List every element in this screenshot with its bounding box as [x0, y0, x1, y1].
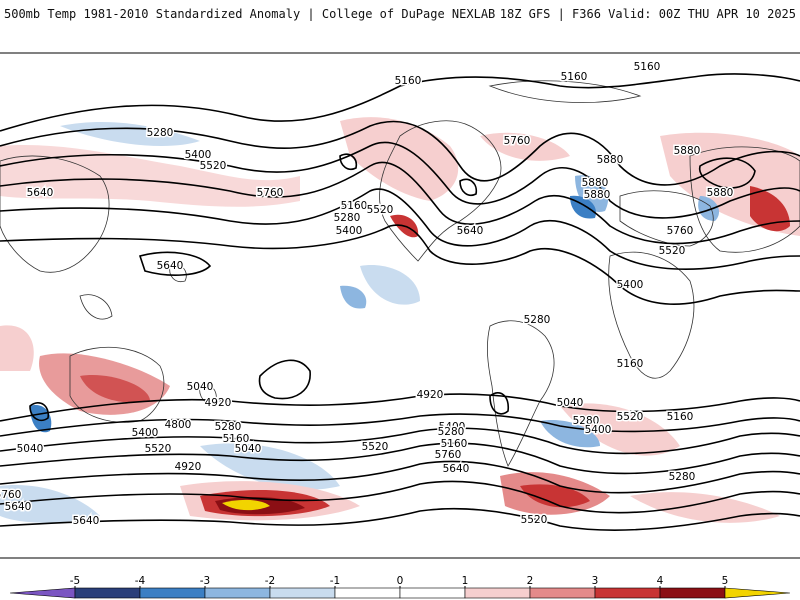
weather-map: 5160 5160 5160 5280 5400 5520 5640 5760 5160 5280…	[0, 26, 800, 559]
colorbar-tick-label: -2	[265, 575, 275, 587]
colorbar-tick-label: -3	[200, 575, 210, 587]
contour-label: 5040	[557, 397, 584, 409]
height-contours	[0, 73, 800, 531]
contour-label: 4920	[175, 461, 202, 473]
colorbar-tick-label: 2	[527, 575, 534, 587]
contour-label: 5400	[439, 421, 466, 433]
contour-label: 5640	[27, 187, 54, 199]
colorbar-tick-label: 3	[592, 575, 599, 587]
contour-label: 5160	[561, 71, 588, 83]
contour-label: 5640	[457, 225, 484, 237]
contour-label: 5280	[334, 212, 361, 224]
contour-label: 5280	[147, 127, 174, 139]
colorbar-segment	[334, 587, 401, 599]
contour-label: 5880	[597, 154, 624, 166]
colorbar-segment	[139, 587, 206, 599]
contour-label: 5400	[132, 427, 159, 439]
colorbar-tick-label: -1	[330, 575, 340, 587]
contour-label: 5760	[667, 225, 694, 237]
colorbar-segment	[204, 587, 271, 599]
contour-label: 5640	[5, 501, 32, 513]
contour-label: 5280	[438, 426, 465, 438]
contour-label: 5520	[200, 160, 227, 172]
contour-label: 5640	[157, 260, 184, 272]
coastlines	[0, 80, 800, 467]
contour-label: 5280	[573, 415, 600, 427]
anomaly-colorbar: -5 -4 -3 -2 -1 0 1 2 3 4 5	[0, 572, 800, 600]
colorbar-segment	[9, 587, 76, 599]
contour-label: 4800	[165, 419, 192, 431]
colorbar-segment	[74, 587, 141, 599]
contour-label: 5160	[667, 411, 694, 423]
colorbar-segment	[399, 587, 466, 599]
contour-label: 5160	[617, 358, 644, 370]
colorbar-segment	[724, 587, 791, 599]
contour-label: 5880	[707, 187, 734, 199]
colorbar-tick-label: 1	[462, 575, 469, 587]
model-run-label: 18Z GFS | F366 Valid: 00Z THU APR 10 202…	[499, 7, 796, 21]
map-title: 500mb Temp 1981-2010 Standardized Anomal…	[4, 7, 496, 21]
contour-label: 5880	[582, 177, 609, 189]
contour-label: 5400	[617, 279, 644, 291]
contour-label: 5400	[185, 149, 212, 161]
contour-label: 4920	[205, 397, 232, 409]
contour-label: 5520	[367, 204, 394, 216]
contour-label: 5160	[223, 433, 250, 445]
colorbar-tick-label: 0	[397, 575, 404, 587]
contour-label: 5040	[17, 443, 44, 455]
contour-label: 4920	[417, 389, 444, 401]
contour-label: 5760	[0, 489, 21, 501]
contour-label: 5160	[634, 61, 661, 73]
contour-label: 5880	[674, 145, 701, 157]
contour-label: 5160	[441, 438, 468, 450]
contour-label: 5160	[395, 75, 422, 87]
colorbar-tick-label: -4	[135, 575, 146, 587]
anomaly-shading	[0, 117, 800, 523]
colorbar-segment	[269, 587, 336, 599]
contour-label: 5160	[341, 200, 368, 212]
contour-label: 5400	[585, 424, 612, 436]
contour-label: 5640	[443, 463, 470, 475]
contour-label: 5400	[336, 225, 363, 237]
contour-label: 5520	[362, 441, 389, 453]
colorbar-segment	[659, 587, 726, 599]
contour-label: 5280	[524, 314, 551, 326]
contour-label: 5520	[145, 443, 172, 455]
contour-label: 5040	[235, 443, 262, 455]
colorbar-segment	[594, 587, 661, 599]
contour-label: 5640	[73, 515, 100, 527]
contour-label: 5520	[659, 245, 686, 257]
colorbar-tick-label: -5	[70, 575, 80, 587]
colorbar-tick-label: 4	[657, 575, 664, 587]
contour-label: 5880	[584, 189, 611, 201]
contour-label: 5760	[435, 449, 462, 461]
contour-label: 5280	[215, 421, 242, 433]
contour-label: 5040	[187, 381, 214, 393]
colorbar-tick-label: 5	[722, 575, 729, 587]
contour-label: 5760	[504, 135, 531, 147]
colorbar-segment	[529, 587, 596, 599]
colorbar-segment	[464, 587, 531, 599]
contour-label: 5520	[521, 514, 548, 526]
contour-label: 5280	[669, 471, 696, 483]
contour-label: 5520	[617, 411, 644, 423]
contour-label: 5760	[257, 187, 284, 199]
